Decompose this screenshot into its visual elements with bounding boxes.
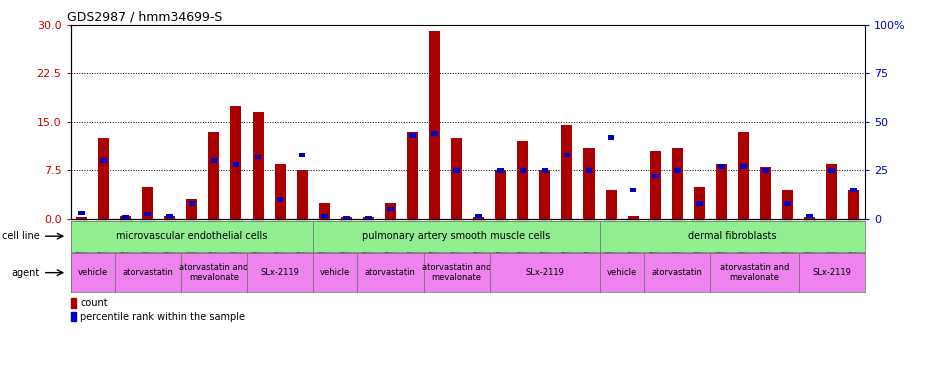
Bar xyxy=(760,167,771,219)
Bar xyxy=(319,203,330,219)
Bar xyxy=(672,148,682,219)
Bar xyxy=(429,31,440,219)
Text: atorvastatin and
mevalonate: atorvastatin and mevalonate xyxy=(720,263,790,282)
Bar xyxy=(674,168,681,173)
Bar xyxy=(253,112,263,219)
Bar xyxy=(608,135,615,140)
Bar xyxy=(826,164,838,219)
Bar xyxy=(605,190,617,219)
Text: vehicle: vehicle xyxy=(607,268,637,277)
Text: percentile rank within the sample: percentile rank within the sample xyxy=(81,312,245,322)
Bar xyxy=(297,170,307,219)
Text: atorvastatin and
mevalonate: atorvastatin and mevalonate xyxy=(422,263,492,282)
Text: vehicle: vehicle xyxy=(77,268,108,277)
Bar xyxy=(166,214,173,218)
Bar xyxy=(451,138,462,219)
Bar xyxy=(630,187,636,192)
Bar xyxy=(189,201,196,205)
Bar xyxy=(651,174,659,179)
Bar xyxy=(341,217,352,219)
Bar xyxy=(718,164,725,169)
Bar xyxy=(828,168,835,173)
Bar xyxy=(186,200,197,219)
Bar xyxy=(696,201,702,205)
Bar xyxy=(851,187,857,192)
Bar xyxy=(807,214,813,218)
Bar xyxy=(274,164,286,219)
Bar xyxy=(98,138,109,219)
Bar xyxy=(407,132,418,219)
Bar xyxy=(343,216,350,220)
Bar xyxy=(738,132,749,219)
Bar xyxy=(299,152,306,157)
Bar xyxy=(650,151,661,219)
Bar xyxy=(387,207,394,212)
Bar xyxy=(120,216,132,219)
Text: agent: agent xyxy=(11,268,39,278)
Bar xyxy=(694,187,705,219)
Bar xyxy=(164,216,175,219)
Bar xyxy=(476,214,482,218)
Bar xyxy=(804,217,815,219)
Text: SLx-2119: SLx-2119 xyxy=(812,268,851,277)
Text: SLx-2119: SLx-2119 xyxy=(525,268,564,277)
Bar xyxy=(431,131,438,136)
Bar xyxy=(365,216,371,220)
Text: dermal fibroblasts: dermal fibroblasts xyxy=(688,231,776,241)
Text: microvascular endothelial cells: microvascular endothelial cells xyxy=(117,231,268,241)
Bar xyxy=(122,215,129,219)
Text: vehicle: vehicle xyxy=(321,268,351,277)
Bar xyxy=(453,168,460,173)
Bar xyxy=(740,164,746,169)
Text: GDS2987 / hmm34699-S: GDS2987 / hmm34699-S xyxy=(67,11,222,24)
Text: count: count xyxy=(81,298,108,308)
Bar xyxy=(145,212,151,216)
Bar xyxy=(473,217,484,219)
Bar xyxy=(517,141,528,219)
Bar xyxy=(495,170,507,219)
Text: pulmonary artery smooth muscle cells: pulmonary artery smooth muscle cells xyxy=(363,231,551,241)
Bar xyxy=(784,201,791,205)
Bar xyxy=(561,125,572,219)
Bar xyxy=(70,312,76,321)
Text: atorvastatin: atorvastatin xyxy=(651,268,703,277)
Text: atorvastatin: atorvastatin xyxy=(122,268,173,277)
Bar xyxy=(540,170,551,219)
Text: cell line: cell line xyxy=(2,231,39,241)
Bar xyxy=(848,190,859,219)
Bar xyxy=(76,217,87,219)
Bar xyxy=(142,187,153,219)
Bar xyxy=(209,132,219,219)
Bar xyxy=(78,211,85,215)
Bar xyxy=(586,168,592,173)
Bar xyxy=(628,216,638,219)
Bar xyxy=(409,133,415,138)
Bar xyxy=(101,159,107,163)
Bar xyxy=(363,217,374,219)
Bar xyxy=(584,148,594,219)
Bar xyxy=(520,168,526,173)
Bar xyxy=(782,190,793,219)
Bar xyxy=(321,214,327,218)
Bar xyxy=(564,152,571,157)
Bar xyxy=(233,162,240,167)
Bar xyxy=(230,106,242,219)
Bar xyxy=(211,159,217,163)
Bar xyxy=(255,155,261,159)
Bar xyxy=(541,168,548,173)
Bar xyxy=(70,298,76,308)
Bar xyxy=(716,164,727,219)
Bar xyxy=(384,203,396,219)
Bar xyxy=(276,197,284,202)
Text: SLx-2119: SLx-2119 xyxy=(260,268,300,277)
Bar xyxy=(762,168,769,173)
Text: atorvastatin: atorvastatin xyxy=(365,268,415,277)
Text: atorvastatin and
mevalonate: atorvastatin and mevalonate xyxy=(180,263,248,282)
Bar xyxy=(497,168,504,173)
